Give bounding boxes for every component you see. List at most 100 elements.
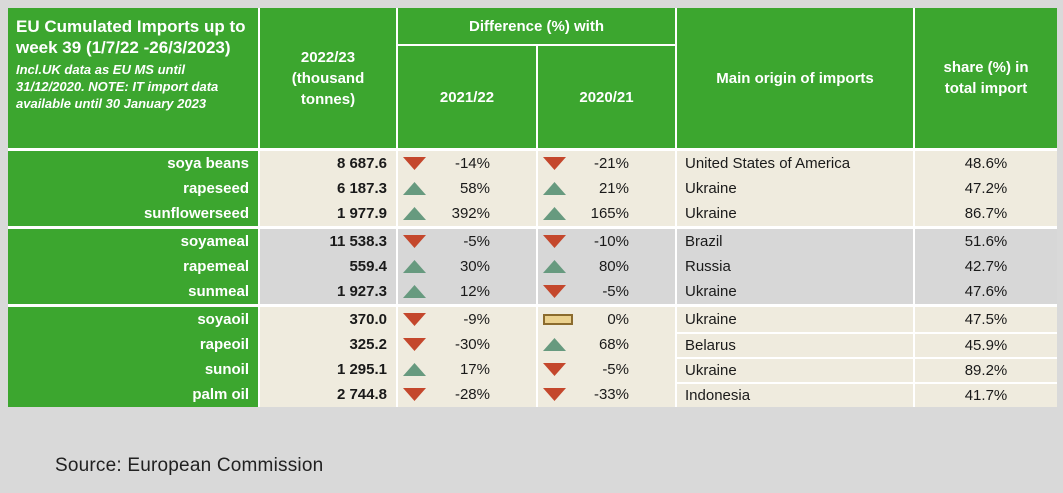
triangle-down-icon [543, 235, 566, 248]
origin-cell: Ukraine [677, 357, 913, 382]
row-label: sunoil [8, 357, 258, 382]
diff-2021-22-cell: 12% [398, 279, 536, 304]
share-cell: 48.6% [915, 151, 1057, 176]
value-cell: 6 187.3 [260, 176, 396, 201]
triangle-down-icon [403, 338, 426, 351]
triangle-up-icon [543, 207, 566, 220]
diff-value: 80% [598, 258, 629, 275]
diff-value: 392% [451, 205, 490, 222]
triangle-down-icon [403, 313, 426, 326]
column-header-main-origin: Main origin of imports [677, 8, 913, 148]
diff-2021-22-cell: 58% [398, 176, 536, 201]
diff-value: -10% [593, 233, 629, 250]
row-label: rapemeal [8, 254, 258, 279]
origin-cell: Ukraine [677, 201, 913, 226]
diff-value: -14% [454, 155, 490, 172]
table-group-oils: soyaoil 370.0 -9% 0% Ukraine 47.5% rapeo… [8, 307, 1057, 407]
row-label: sunflowerseed [8, 201, 258, 226]
triangle-down-icon [543, 285, 566, 298]
diff-value: 68% [598, 336, 629, 353]
value-cell: 1 927.3 [260, 279, 396, 304]
source-caption: Source: European Commission [55, 455, 324, 476]
share-cell: 86.7% [915, 201, 1057, 226]
diff-2020-21-cell: 68% [538, 332, 675, 357]
triangle-up-icon [403, 182, 426, 195]
row-label: soya beans [8, 151, 258, 176]
row-label: soyameal [8, 229, 258, 254]
value-cell: 370.0 [260, 307, 396, 332]
origin-cell: Belarus [677, 332, 913, 357]
diff-value: -30% [454, 336, 490, 353]
share-cell: 47.5% [915, 307, 1057, 332]
table-title-note: Incl.UK data as EU MS until 31/12/2020. … [16, 62, 219, 111]
triangle-up-icon [543, 182, 566, 195]
share-cell: 45.9% [915, 332, 1057, 357]
table-header: EU Cumulated Imports up to week 39 (1/7/… [8, 8, 1057, 148]
triangle-up-icon [403, 207, 426, 220]
diff-2021-22-cell: -30% [398, 332, 536, 357]
table-group-seeds: soya beans 8 687.6 -14% -21% United Stat… [8, 151, 1057, 226]
origin-cell: Ukraine [677, 279, 913, 304]
diff-2021-22-cell: 30% [398, 254, 536, 279]
row-label: palm oil [8, 382, 258, 407]
diff-2020-21-cell: 165% [538, 201, 675, 226]
triangle-up-icon [543, 338, 566, 351]
diff-value: 30% [459, 258, 490, 275]
origin-cell: Ukraine [677, 307, 913, 332]
diff-2021-22-cell: -28% [398, 382, 536, 407]
origin-cell: United States of America [677, 151, 913, 176]
diff-value: 12% [459, 283, 490, 300]
share-cell: 47.6% [915, 279, 1057, 304]
origin-cell: Russia [677, 254, 913, 279]
diff-2021-22-cell: 17% [398, 357, 536, 382]
triangle-down-icon [543, 363, 566, 376]
diff-value: -5% [602, 361, 629, 378]
row-label: sunmeal [8, 279, 258, 304]
diff-value: -5% [463, 233, 490, 250]
table-group-meals: soyameal 11 538.3 -5% -10% Brazil 51.6% … [8, 229, 1057, 304]
column-header-share: share (%) in total import [915, 8, 1057, 148]
column-header-2020-21: 2020/21 [538, 46, 675, 148]
origin-cell: Brazil [677, 229, 913, 254]
diff-2021-22-cell: -9% [398, 307, 536, 332]
diff-value: 58% [459, 180, 490, 197]
triangle-down-icon [403, 157, 426, 170]
diff-2020-21-cell: 0% [538, 307, 675, 332]
triangle-down-icon [403, 388, 426, 401]
value-cell: 11 538.3 [260, 229, 396, 254]
column-header-2021-22: 2021/22 [398, 46, 536, 148]
share-cell: 42.7% [915, 254, 1057, 279]
diff-value: -28% [454, 386, 490, 403]
value-cell: 1 295.1 [260, 357, 396, 382]
diff-value: -9% [463, 311, 490, 328]
diff-2020-21-cell: 21% [538, 176, 675, 201]
row-label: rapeseed [8, 176, 258, 201]
diff-2021-22-cell: -14% [398, 151, 536, 176]
diff-value: -33% [593, 386, 629, 403]
diff-2020-21-cell: 80% [538, 254, 675, 279]
value-cell: 2 744.8 [260, 382, 396, 407]
diff-2020-21-cell: -10% [538, 229, 675, 254]
row-label: soyaoil [8, 307, 258, 332]
diff-2021-22-cell: -5% [398, 229, 536, 254]
diff-value: 21% [598, 180, 629, 197]
value-cell: 8 687.6 [260, 151, 396, 176]
imports-table: EU Cumulated Imports up to week 39 (1/7/… [8, 8, 1057, 407]
diff-2020-21-cell: -5% [538, 357, 675, 382]
diff-value: -5% [602, 283, 629, 300]
share-cell: 89.2% [915, 357, 1057, 382]
flat-bar-icon [543, 314, 573, 325]
column-header-2022-23: 2022/23 (thousand tonnes) [260, 8, 396, 148]
share-cell: 51.6% [915, 229, 1057, 254]
triangle-up-icon [403, 363, 426, 376]
table-title: EU Cumulated Imports up to week 39 (1/7/… [16, 17, 246, 57]
column-header-difference-group: Difference (%) with [398, 8, 675, 44]
origin-cell: Indonesia [677, 382, 913, 407]
triangle-up-icon [403, 260, 426, 273]
diff-value: 165% [590, 205, 629, 222]
diff-value: -21% [593, 155, 629, 172]
diff-2020-21-cell: -5% [538, 279, 675, 304]
value-cell: 1 977.9 [260, 201, 396, 226]
triangle-up-icon [543, 260, 566, 273]
table-title-cell: EU Cumulated Imports up to week 39 (1/7/… [8, 8, 258, 148]
